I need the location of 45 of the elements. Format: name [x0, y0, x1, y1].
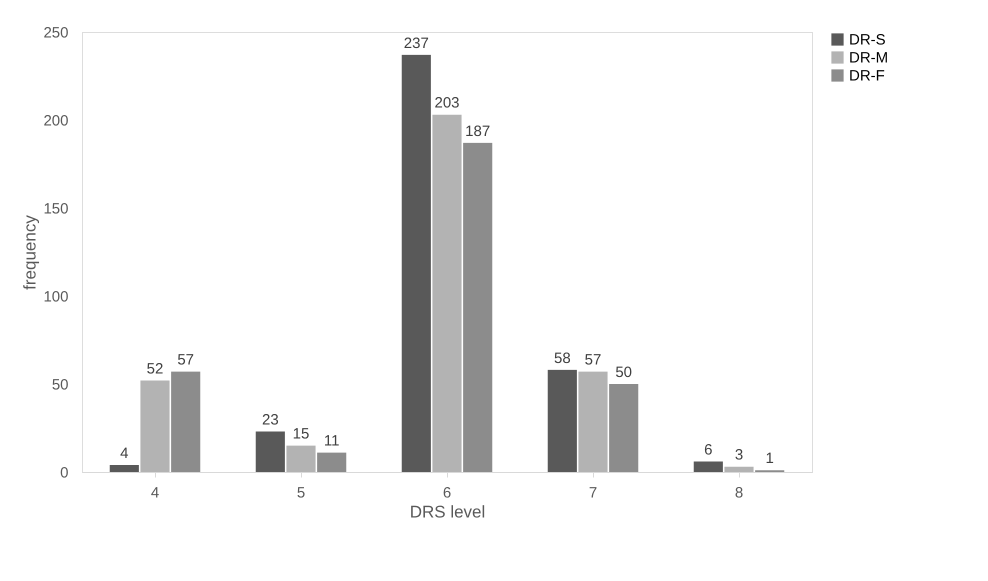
data-label: 3: [734, 446, 744, 464]
data-label: 11: [324, 432, 340, 450]
bar: [140, 380, 170, 472]
x-tick-label: 5: [296, 484, 306, 502]
data-label: 58: [554, 350, 571, 367]
x-tick-label: 7: [588, 484, 598, 502]
x-tick-label: 4: [150, 484, 160, 502]
y-tick-label: 250: [43, 24, 68, 42]
y-tick-label: 200: [43, 112, 68, 130]
legend-label: DR-S: [849, 32, 886, 48]
data-label: 187: [465, 122, 490, 140]
bar: [286, 446, 316, 472]
data-label: 50: [615, 364, 632, 381]
bar: [548, 370, 577, 472]
bar: [402, 54, 431, 472]
bar: [256, 432, 285, 472]
data-label: 237: [404, 34, 429, 52]
y-tick-label: 150: [43, 200, 68, 218]
bar: [694, 461, 723, 472]
data-label: 57: [177, 352, 194, 369]
data-label: 4: [120, 444, 128, 462]
bar: [724, 466, 754, 472]
bar: [609, 384, 638, 472]
bar: [578, 372, 608, 472]
bar: [432, 114, 462, 472]
legend-label: DR-M: [849, 50, 888, 66]
data-label: 15: [292, 426, 310, 443]
data-label: 57: [584, 352, 602, 369]
data-label: 52: [146, 360, 164, 378]
legend-label: DR-F: [849, 68, 885, 84]
x-axis-title: DRS level: [410, 502, 486, 522]
data-label: 1: [766, 450, 774, 468]
y-axis-title: frequency: [20, 214, 40, 290]
y-tick-label: 100: [43, 288, 68, 306]
data-label: 203: [434, 94, 460, 112]
y-tick-label: 0: [60, 464, 68, 482]
y-tick-label: 50: [52, 376, 68, 394]
bar: [171, 372, 200, 472]
data-label: 23: [262, 412, 279, 429]
bar: [317, 452, 346, 472]
bar: [463, 142, 492, 472]
x-tick-label: 6: [442, 484, 452, 502]
bar: [110, 464, 139, 472]
x-tick-label: 8: [734, 484, 744, 502]
data-label: 6: [704, 441, 712, 458]
